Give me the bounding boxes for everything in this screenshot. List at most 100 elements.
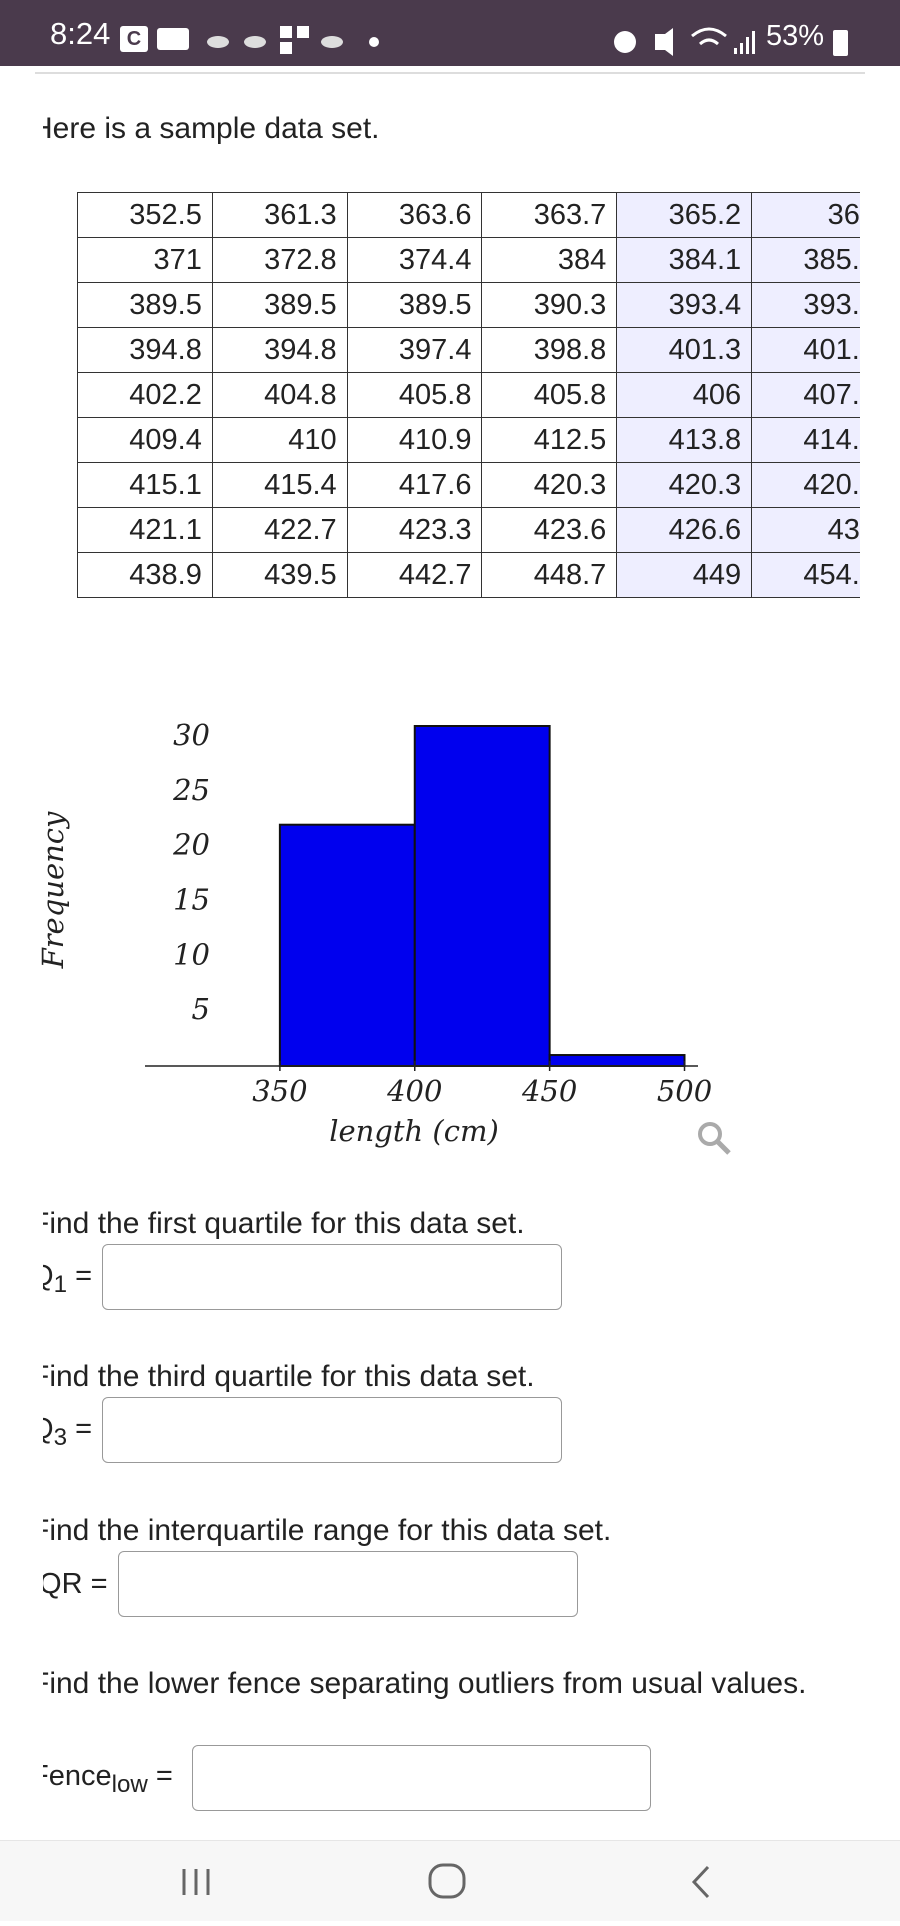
x-tick-label: 450 [521,1074,577,1108]
status-icons [157,26,848,56]
table-cell: 437 [751,507,860,553]
table-cell: 412.5 [481,417,618,463]
table-cell: 401.3 [616,327,753,373]
label-sub: 1 [53,1270,67,1298]
table-cell: 371 [77,237,213,283]
table-cell: 404.8 [211,372,348,418]
prompt-box: Find the lower fence separating outliers… [43,1664,831,1704]
table-cell: 439.5 [211,552,348,598]
answer-input[interactable] [102,1244,562,1310]
table-cell: 410.9 [346,417,483,463]
answer-input[interactable] [118,1551,578,1617]
battery: 53% [766,20,825,52]
label-eq: = [155,1760,173,1792]
table-cell: 454.2 [751,552,860,598]
table-cell: 406 [616,372,753,418]
table-cell: 393.4 [616,282,753,328]
intro: Here is a sample data set. [43,112,380,145]
label-eq: = [75,1260,92,1292]
table-cell: 448.7 [481,552,618,598]
table-cell: 422.7 [211,507,348,553]
answer-label: IQR = [43,1568,111,1601]
table-cell: 417.6 [346,462,483,508]
bar [278,823,416,1067]
table-cell: 409.4 [77,417,213,463]
x-tick-label: 400 [386,1074,442,1108]
x-tick-label: 350 [252,1074,307,1108]
answer-label-box: Fencelow = [43,1760,185,1799]
label-sub: low [111,1770,148,1798]
table-cell: 449 [616,552,753,598]
table-cell: 352.5 [77,192,213,238]
label-main: Q [43,1413,54,1445]
table-cell: 415.4 [211,462,348,508]
x-axis-label: length (cm) [329,1114,499,1148]
table-cell: 420.3 [751,462,860,508]
intro-box: Here is a sample data set. [43,112,863,146]
table-cell: 414.4 [751,417,860,463]
table-cell: 401.8 [751,327,860,373]
table-cell: 384.1 [616,237,753,283]
table-wrap: 352.5361.3363.6363.7365.2367371372.8374.… [77,192,860,598]
table-cell: 385.9 [751,237,860,283]
table-cell: 367 [751,192,860,238]
y-tick-label: 10 [173,937,210,971]
table-cell: 423.6 [481,507,618,553]
table-cell: 397.4 [346,327,483,373]
table-cell: 405.8 [481,372,618,418]
prompt: Find the third quartile for this data se… [43,1360,535,1393]
table-cell: 420.3 [616,462,753,508]
label-main: Q [43,1260,54,1292]
table-cell: 426.6 [616,507,753,553]
answer-label: Q1 = [43,1260,95,1299]
divider [35,72,865,74]
nav-icons [182,1863,710,1899]
table-cell: 365.2 [616,192,753,238]
table-cell: 389.5 [346,282,483,328]
y-tick-label: 25 [172,773,210,807]
table-cell: 398.8 [481,327,618,373]
prompt-box: Find the interquartile range for this da… [43,1511,851,1551]
table-cell: 363.7 [481,192,618,238]
table-cell: 405.8 [346,372,483,418]
table-cell: 361.3 [211,192,348,238]
bar [413,725,551,1067]
table-cell: 390.3 [481,282,618,328]
time: 8:24 [50,16,111,51]
table-cell: 394.8 [77,327,213,373]
bar [548,1054,686,1067]
answer-input[interactable] [102,1397,562,1463]
label-main: Fence [43,1760,112,1792]
y-tick-label: 15 [173,882,210,916]
data-table: 352.5361.3363.6363.7365.2367371372.8374.… [77,192,860,598]
answer-input[interactable] [192,1745,651,1811]
label-eq: = [90,1568,108,1600]
y-axis-label: Frequency [36,811,70,969]
table-cell: 389.5 [77,282,213,328]
x-tick-label: 500 [657,1074,712,1108]
answer-label: Fencelow = [43,1760,185,1799]
table-cell: 421.1 [77,507,213,553]
table-cell: 415.1 [77,462,213,508]
prompt-box: Find the third quartile for this data se… [43,1357,851,1397]
label-eq: = [75,1413,92,1445]
table-cell: 438.9 [77,552,213,598]
table-cell: 410 [211,417,348,463]
table-cell: 407.4 [751,372,860,418]
label-main: IQR [43,1568,83,1600]
table-cell: 384 [481,237,618,283]
table-cell: 393.8 [751,282,860,328]
y-tick-label: 5 [192,992,210,1026]
status-bar: 8:24 C 53% [0,0,900,66]
table-cell: 420.3 [481,462,618,508]
label-sub: 3 [53,1423,67,1451]
answer-label: Q3 = [43,1413,95,1452]
